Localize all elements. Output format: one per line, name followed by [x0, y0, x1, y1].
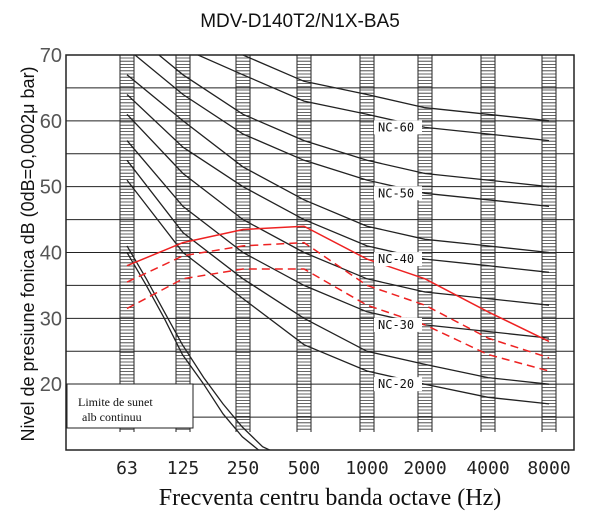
octave-band-63 — [119, 55, 135, 432]
y-tick-50: 50 — [40, 177, 62, 199]
octave-band-2000 — [417, 55, 433, 432]
chart-title: MDV-D140T2/N1X-BA5 — [200, 11, 400, 32]
series-line-3 — [126, 268, 550, 372]
y-tick-20: 20 — [40, 374, 62, 396]
y-tick-60: 60 — [40, 111, 62, 133]
y-tick-30: 30 — [40, 308, 62, 330]
nc-curves — [126, 55, 550, 450]
background-curve-4 — [241, 55, 550, 122]
nc-20-label: NC-20 — [378, 377, 414, 391]
x-tick-250: 250 — [227, 458, 260, 479]
nc-40-label: NC-40 — [378, 252, 414, 266]
annotation-line-1: Limite de sunet — [78, 395, 153, 409]
background-curve-1 — [126, 74, 550, 254]
nc-30-curve — [126, 140, 550, 339]
x-tick-2000: 2000 — [403, 458, 446, 479]
annotation-box — [66, 383, 194, 429]
plot-frame — [65, 54, 575, 451]
nc-50-curve — [133, 55, 550, 208]
octave-band-250 — [235, 55, 251, 432]
octave-band-4000 — [480, 55, 496, 432]
y-tick-40: 40 — [40, 243, 62, 265]
nc-60-label: NC-60 — [378, 120, 414, 134]
grid — [66, 87, 574, 418]
axes: 20 30 40 50 60 70 63 125 250 500 1000 2000 4000 8000 — [40, 45, 575, 479]
series-line-2 — [126, 241, 550, 359]
background-curve-0 — [157, 55, 550, 188]
white-noise-limit-curve-1 — [126, 252, 260, 450]
series-line-1 — [126, 225, 550, 343]
x-tick-500: 500 — [288, 458, 321, 479]
octave-band-125 — [175, 55, 191, 432]
y-axis-label: Nivel de presiune fonica dB (0dB=0,0002μ… — [18, 66, 38, 441]
x-tick-4000: 4000 — [466, 458, 509, 479]
nc-20-curve — [126, 179, 550, 405]
x-axis-label: Frecventa centru banda octave (Hz) — [159, 485, 501, 511]
x-tick-125: 125 — [167, 458, 200, 479]
nc-30-label: NC-30 — [378, 318, 414, 332]
nc-40-curve — [126, 94, 550, 273]
white-noise-limit-curve-0 — [126, 245, 272, 450]
y-tick-70: 70 — [40, 45, 62, 67]
x-tick-8000: 8000 — [527, 458, 570, 479]
nc-60-curve — [196, 55, 550, 142]
nc-50-label: NC-50 — [378, 186, 414, 200]
annotation-line-2: alb continuu — [82, 410, 142, 424]
octave-band-8000 — [541, 55, 557, 432]
nc-labels: NC-20 NC-30 NC-40 NC-50 NC-60 Limite de sunet… — [66, 120, 422, 429]
background-curve-2 — [126, 113, 550, 306]
x-tick-63: 63 — [116, 458, 138, 479]
x-tick-1000: 1000 — [345, 458, 388, 479]
data-series — [126, 225, 550, 372]
